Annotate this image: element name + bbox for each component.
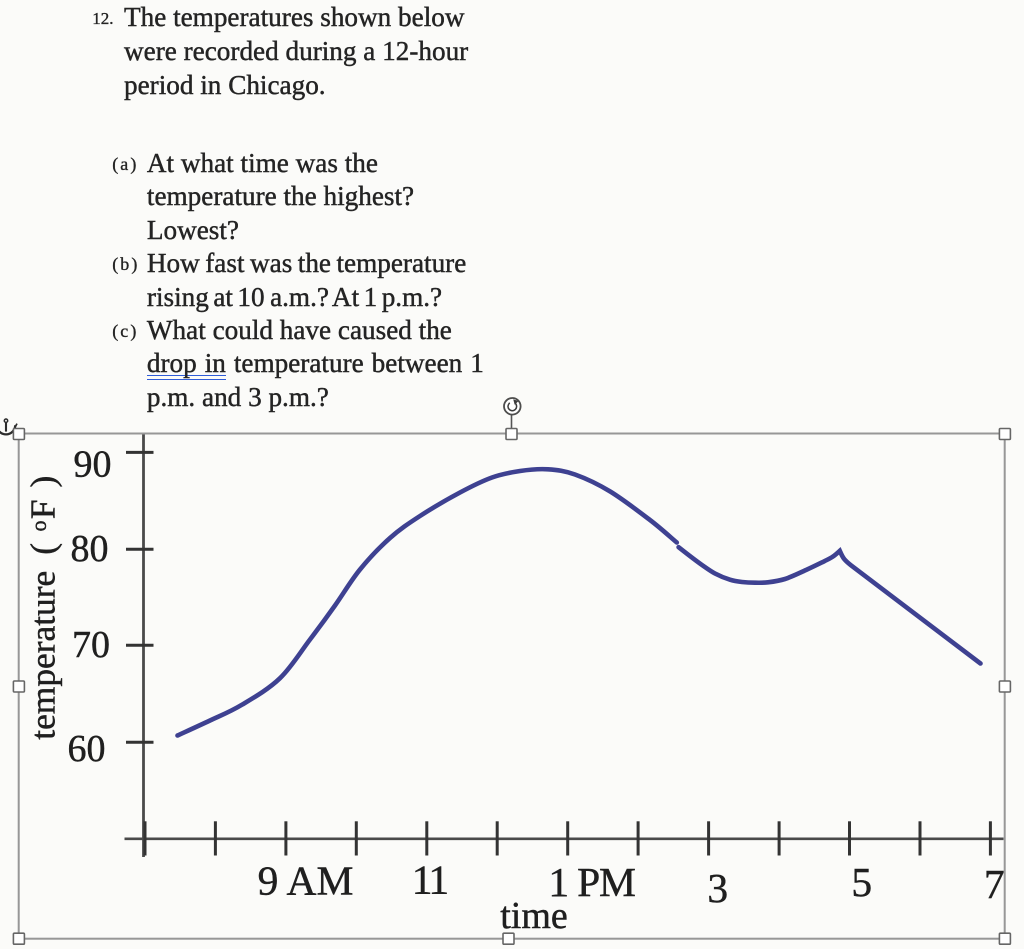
svg-text:80: 80 bbox=[71, 528, 109, 570]
svg-text:11: 11 bbox=[412, 856, 448, 902]
svg-text:1 PM: 1 PM bbox=[548, 859, 635, 905]
svg-text:9 AM: 9 AM bbox=[258, 858, 354, 904]
svg-text:60: 60 bbox=[68, 728, 106, 770]
svg-text:3: 3 bbox=[707, 865, 728, 911]
svg-text:90: 90 bbox=[74, 444, 112, 486]
svg-text:5: 5 bbox=[851, 859, 872, 905]
svg-text:temperature ( oF ): temperature ( oF ) bbox=[22, 476, 62, 740]
svg-text:70: 70 bbox=[72, 624, 110, 666]
svg-text:7: 7 bbox=[984, 861, 1005, 907]
svg-text:time: time bbox=[500, 895, 568, 937]
